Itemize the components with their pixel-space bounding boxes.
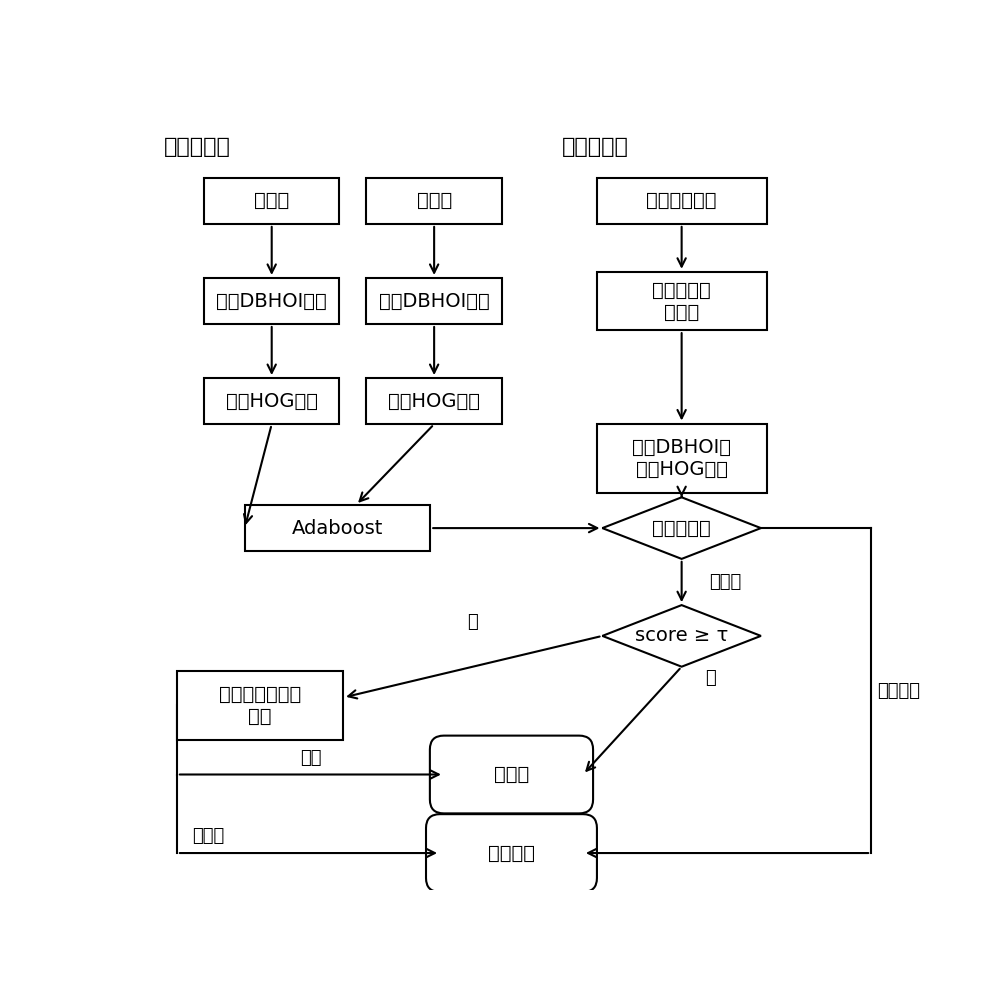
Text: 符合: 符合 bbox=[299, 749, 321, 767]
Text: 检测框判定: 检测框判定 bbox=[653, 519, 711, 538]
Polygon shape bbox=[603, 605, 760, 667]
Text: 训练阶段：: 训练阶段： bbox=[164, 137, 231, 157]
Text: 行人框: 行人框 bbox=[709, 573, 741, 591]
FancyBboxPatch shape bbox=[366, 278, 502, 324]
Text: 非行人框: 非行人框 bbox=[488, 844, 535, 863]
Text: 提取DBHOI特
征、HOG特征: 提取DBHOI特 征、HOG特征 bbox=[632, 438, 732, 479]
Text: 负样本: 负样本 bbox=[416, 191, 452, 210]
FancyBboxPatch shape bbox=[426, 814, 597, 892]
FancyBboxPatch shape bbox=[204, 378, 339, 424]
Text: 多尺度滑动
窗口法: 多尺度滑动 窗口法 bbox=[653, 280, 711, 321]
Text: score ≥ τ: score ≥ τ bbox=[635, 626, 729, 645]
FancyBboxPatch shape bbox=[245, 505, 430, 551]
Text: 提取HOG特征: 提取HOG特征 bbox=[388, 392, 480, 411]
FancyBboxPatch shape bbox=[204, 278, 339, 324]
FancyBboxPatch shape bbox=[430, 736, 593, 813]
FancyBboxPatch shape bbox=[597, 272, 766, 330]
Polygon shape bbox=[603, 497, 760, 559]
Text: 亮度区间模板重
判定: 亮度区间模板重 判定 bbox=[219, 685, 301, 726]
Text: 正样本: 正样本 bbox=[254, 191, 289, 210]
Text: 提取DBHOI特征: 提取DBHOI特征 bbox=[217, 291, 327, 310]
FancyBboxPatch shape bbox=[597, 178, 766, 224]
Text: 检测阶段：: 检测阶段： bbox=[562, 137, 629, 157]
FancyBboxPatch shape bbox=[366, 378, 502, 424]
Text: 输入红外图像: 输入红外图像 bbox=[647, 191, 717, 210]
FancyBboxPatch shape bbox=[177, 671, 343, 740]
Text: Adaboost: Adaboost bbox=[291, 519, 383, 538]
Text: 是: 是 bbox=[705, 669, 716, 687]
FancyBboxPatch shape bbox=[597, 424, 766, 493]
Text: 否: 否 bbox=[467, 613, 478, 631]
FancyBboxPatch shape bbox=[366, 178, 502, 224]
Text: 非行人框: 非行人框 bbox=[877, 682, 920, 700]
Text: 提取DBHOI特征: 提取DBHOI特征 bbox=[379, 291, 489, 310]
Text: 不符合: 不符合 bbox=[193, 827, 225, 845]
Text: 行人框: 行人框 bbox=[494, 765, 529, 784]
Text: 提取HOG特征: 提取HOG特征 bbox=[226, 392, 317, 411]
FancyBboxPatch shape bbox=[204, 178, 339, 224]
